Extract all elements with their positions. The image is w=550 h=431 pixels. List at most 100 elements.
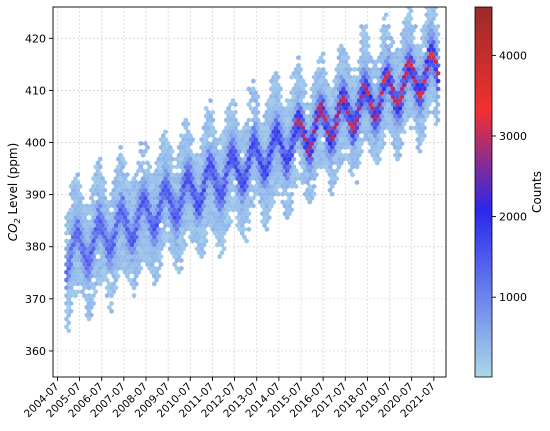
- hex-cell: [116, 218, 121, 225]
- hex-cell: [433, 66, 439, 72]
- hex-cell: [91, 207, 96, 213]
- hex-cell: [73, 176, 78, 182]
- hex-cell: [408, 31, 414, 37]
- hex-cell: [287, 164, 292, 170]
- hex-cell: [345, 55, 351, 61]
- hex-cell: [93, 273, 99, 279]
- hex-cell: [244, 183, 249, 189]
- hex-cell: [215, 226, 220, 232]
- hex-cell: [300, 78, 306, 84]
- hex-cell: [417, 86, 423, 92]
- hex-cell: [433, 27, 439, 33]
- hex-cell: [266, 191, 272, 197]
- hex-cell: [226, 144, 231, 150]
- hex-cell: [402, 59, 407, 65]
- hex-cell: [417, 148, 423, 154]
- hex-cell: [154, 207, 159, 213]
- hex-cell: [242, 148, 247, 154]
- hex-cell: [284, 168, 290, 174]
- hex-cell: [210, 117, 216, 123]
- hex-cell: [397, 105, 403, 111]
- hex-cell: [118, 230, 123, 236]
- hex-cell: [68, 215, 74, 221]
- hex-cell: [131, 277, 137, 283]
- hex-cell: [397, 152, 403, 158]
- hex-cell: [251, 156, 256, 162]
- hex-cell: [359, 62, 364, 69]
- hex-cell: [129, 211, 135, 217]
- hex-cell: [228, 203, 234, 209]
- hex-cell: [399, 140, 405, 147]
- hex-cell: [379, 113, 384, 119]
- hex-cell: [172, 199, 177, 205]
- hex-cell: [102, 218, 108, 225]
- hex-cell: [91, 176, 96, 182]
- hex-cell: [140, 191, 146, 197]
- hex-cell: [188, 211, 193, 217]
- hex-cell: [131, 230, 137, 236]
- hex-cell: [156, 156, 162, 162]
- hex-cell: [242, 164, 247, 170]
- hex-cell: [129, 281, 135, 287]
- hex-cell: [293, 121, 299, 127]
- hex-cell: [336, 117, 342, 123]
- hex-cell: [127, 254, 132, 260]
- hex-cell: [341, 117, 346, 123]
- hex-cell: [215, 172, 220, 178]
- hex-cell: [210, 211, 216, 217]
- hex-cell: [143, 218, 148, 225]
- hex-cell: [203, 160, 209, 166]
- hex-cell: [316, 113, 321, 119]
- hex-cell: [300, 172, 306, 178]
- hex-cell: [93, 179, 99, 186]
- hex-cell: [136, 230, 141, 236]
- hex-cell: [284, 160, 290, 166]
- hex-cell: [122, 199, 128, 205]
- hex-cell: [80, 234, 85, 240]
- hex-cell: [320, 113, 326, 119]
- hex-cell: [354, 179, 360, 186]
- hex-cell: [379, 27, 384, 33]
- hex-cell: [393, 66, 398, 72]
- hex-cell: [66, 281, 72, 287]
- hex-cell: [107, 234, 112, 240]
- hex-cell: [388, 105, 393, 111]
- hex-cell: [167, 168, 173, 174]
- hex-cell: [395, 55, 400, 61]
- hex-cell: [75, 187, 81, 193]
- hex-cell: [134, 273, 139, 279]
- hex-cell: [386, 101, 391, 108]
- hex-cell: [235, 121, 240, 127]
- hex-cell: [388, 35, 393, 41]
- hex-cell: [393, 129, 398, 135]
- hex-cell: [352, 82, 357, 88]
- hex-cell: [143, 234, 148, 240]
- hex-cell: [266, 98, 272, 104]
- hex-cell: [226, 215, 231, 221]
- hex-cell: [100, 246, 105, 252]
- hex-cell: [217, 152, 222, 158]
- hex-cell: [426, 86, 432, 92]
- hex-cell: [374, 137, 380, 143]
- hex-cell: [390, 94, 396, 100]
- hex-cell: [388, 51, 393, 57]
- hex-cell: [152, 250, 157, 256]
- hex-cell: [293, 113, 299, 119]
- hex-cell: [140, 230, 146, 236]
- hex-cell: [381, 117, 387, 123]
- hex-cell: [379, 144, 384, 150]
- hex-cell: [336, 133, 342, 139]
- hex-cell: [429, 27, 434, 33]
- hex-cell: [269, 156, 274, 162]
- hex-cell: [327, 164, 333, 170]
- hex-cell: [429, 90, 434, 96]
- hex-cell: [134, 179, 139, 186]
- hex-cell: [370, 98, 375, 104]
- hex-cell: [334, 113, 339, 119]
- hex-cell: [251, 195, 256, 201]
- hex-cell: [100, 261, 105, 267]
- hex-cell: [415, 66, 421, 72]
- hex-cell: [395, 156, 400, 162]
- hex-cell: [111, 273, 117, 279]
- hex-cell: [131, 261, 137, 267]
